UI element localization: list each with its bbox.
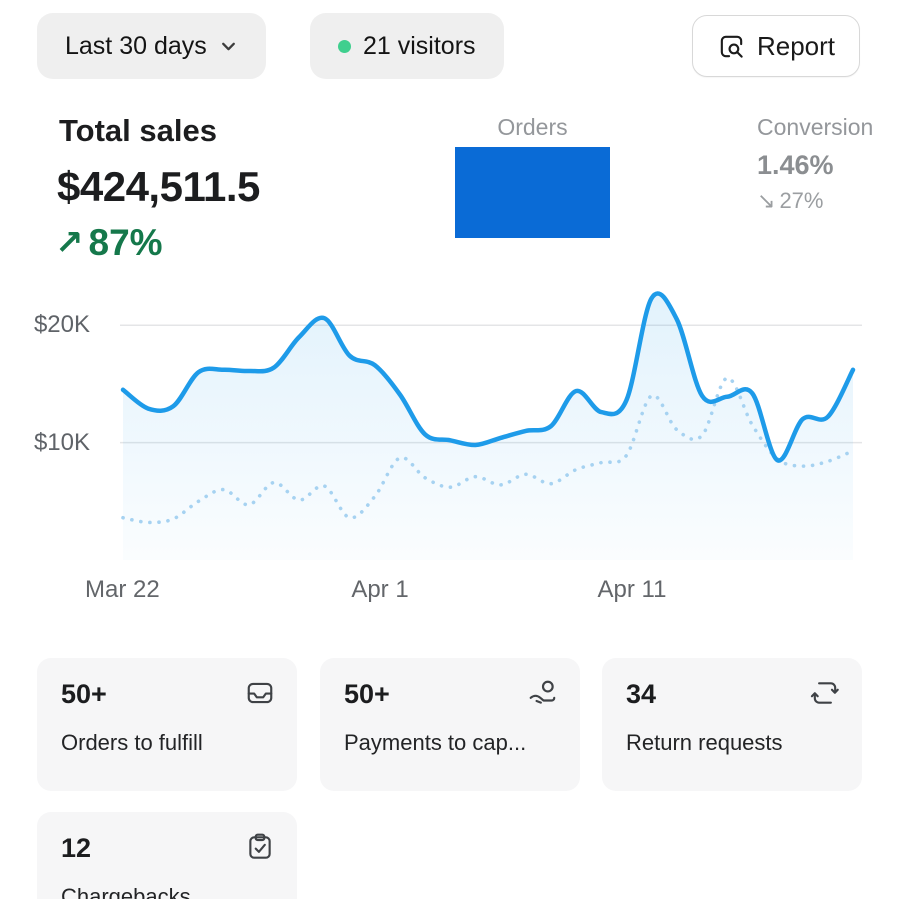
- orders-metric-label: Orders: [497, 114, 568, 140]
- card-return-requests[interactable]: 34 Return requests: [602, 658, 862, 791]
- card-label: Orders to fulfill: [61, 729, 203, 755]
- conversion-change: ↘ 27%: [757, 188, 897, 214]
- card-value: 50+: [344, 679, 390, 709]
- trend-up-arrow-icon: ↗: [55, 224, 84, 262]
- card-label: Chargebacks: [61, 883, 191, 899]
- total-sales-change-value: 87%: [88, 222, 163, 263]
- card-label: Payments to cap...: [344, 729, 527, 755]
- return-box-icon: [810, 678, 840, 708]
- report-label: Report: [756, 30, 835, 61]
- total-sales-change: ↗ 87%: [55, 222, 163, 264]
- date-range-button[interactable]: Last 30 days: [37, 13, 266, 79]
- conversion-change-value: 27%: [779, 188, 824, 213]
- conversion-label: Conversion: [757, 114, 874, 140]
- x-axis-tick-mar22: Mar 22: [85, 576, 160, 603]
- card-orders-to-fulfill[interactable]: 50+ Orders to fulfill: [37, 658, 297, 791]
- chevron-down-icon: [219, 37, 238, 56]
- live-visitors-badge[interactable]: 21 visitors: [310, 13, 504, 79]
- y-axis-tick-10k: $10K: [33, 429, 90, 456]
- card-chargebacks[interactable]: 12 Chargebacks: [37, 812, 297, 899]
- total-sales-value: $424,511.5: [57, 163, 260, 210]
- hand-coins-icon: [528, 678, 558, 708]
- card-label: Return requests: [626, 729, 783, 755]
- inbox-icon: [245, 678, 275, 708]
- orders-value-block: [455, 147, 610, 238]
- card-value: 12: [61, 833, 92, 863]
- live-visitors-label: 21 visitors: [363, 31, 476, 60]
- sales-chart-svg[interactable]: [120, 290, 862, 560]
- clipboard-check-icon: [245, 832, 275, 862]
- report-icon: [717, 32, 746, 61]
- card-value: 50+: [61, 679, 107, 709]
- conversion-value: 1.46%: [757, 150, 834, 180]
- card-payments-to-capture[interactable]: 50+ Payments to cap...: [320, 658, 580, 791]
- x-axis-tick-apr1: Apr 1: [351, 576, 409, 603]
- live-visitors-dot-icon: [338, 39, 351, 53]
- y-axis-tick-20k: $20K: [33, 311, 90, 338]
- card-value: 34: [626, 679, 657, 709]
- report-button[interactable]: Report: [691, 15, 860, 77]
- conversion-metric: Conversion 1.46% ↘ 27%: [757, 114, 897, 214]
- date-range-label: Last 30 days: [65, 31, 207, 60]
- total-sales-title: Total sales: [59, 113, 217, 148]
- x-axis-tick-apr11: Apr 11: [597, 576, 667, 603]
- trend-down-arrow-icon: ↘: [757, 188, 776, 213]
